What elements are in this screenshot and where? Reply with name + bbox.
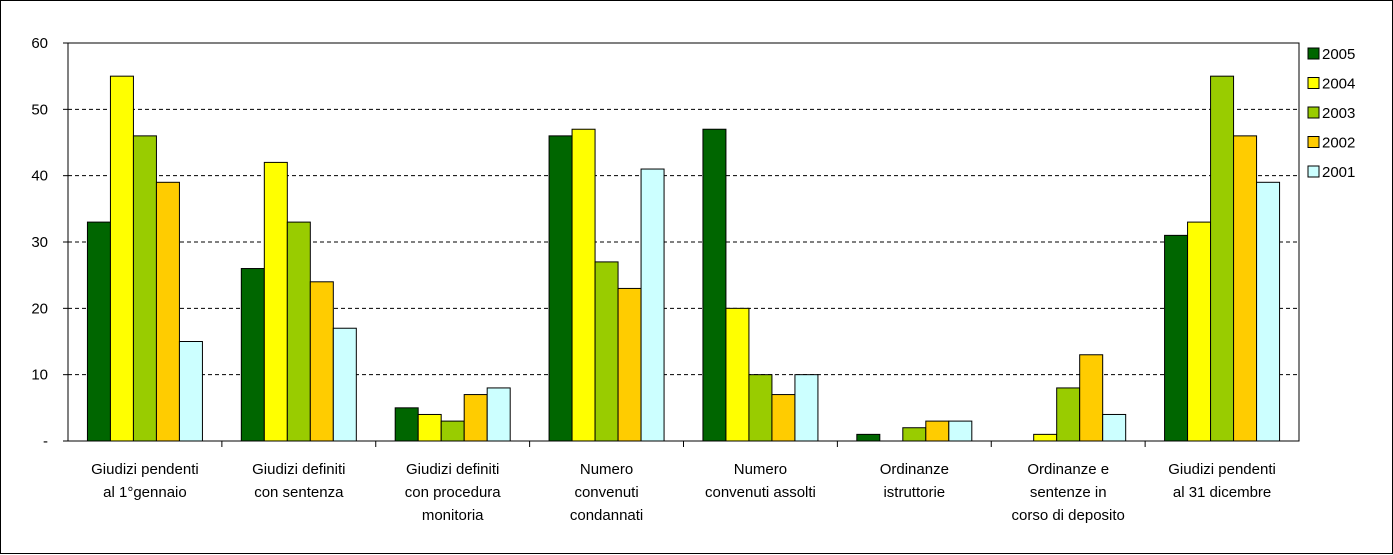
legend-label-2002: 2002	[1322, 135, 1355, 152]
x-category-label: Giudizi pendenti al 1°gennaio	[91, 461, 199, 501]
legend-swatch-2001	[1307, 165, 1320, 178]
legend-label-2001: 2001	[1322, 164, 1355, 181]
x-category-label: Giudizi pendenti al 31 dicembre	[1168, 461, 1276, 501]
y-tick-label: 50	[31, 101, 48, 118]
bar-2004-3	[417, 413, 442, 442]
bar-2003-5	[748, 374, 773, 442]
bar-2003-6	[902, 427, 927, 442]
legend-label-2004: 2004	[1322, 76, 1355, 93]
legend-swatch-2002	[1307, 136, 1320, 148]
legend-label-2003: 2003	[1322, 105, 1355, 122]
bar-2005-8	[1164, 234, 1189, 442]
y-tick-label: 40	[31, 168, 48, 185]
bar-2002-2	[309, 281, 334, 442]
legend-swatch-2004	[1307, 77, 1320, 89]
y-tick-label: 60	[31, 35, 48, 52]
x-category-label: Ordinanze istruttorie	[880, 461, 949, 501]
bar-2005-5	[702, 128, 727, 442]
bar-2001-8	[1256, 181, 1281, 442]
bar-2003-2	[286, 221, 311, 442]
bar-2004-2	[263, 161, 288, 442]
bar-2002-8	[1233, 135, 1258, 442]
bar-2002-5	[771, 394, 796, 442]
bar-2001-3	[486, 387, 511, 442]
bar-2002-4	[617, 287, 642, 442]
y-tick-label: -	[43, 433, 48, 450]
y-tick-label: 30	[31, 234, 48, 251]
bar-2003-1	[132, 135, 157, 442]
bar-2003-3	[440, 420, 465, 442]
bar-2004-7	[1033, 433, 1058, 442]
bar-2002-1	[155, 181, 180, 442]
x-category-label: Giudizi definiti con procedura monitoria	[405, 461, 502, 524]
y-tick-label: 10	[31, 367, 48, 384]
bar-2003-4	[594, 261, 619, 442]
bar-2005-2	[240, 268, 265, 442]
bar-2002-7	[1079, 354, 1104, 442]
bar-2003-8	[1210, 75, 1235, 442]
bar-2005-3	[394, 407, 419, 442]
bar-2004-8	[1187, 221, 1212, 442]
bar-2002-6	[925, 420, 950, 442]
bar-2005-6	[856, 433, 881, 442]
legend-swatch-2005	[1307, 47, 1320, 60]
bar-2005-1	[86, 221, 111, 442]
bar-2001-7	[1102, 413, 1127, 442]
x-category-label: Ordinanze e sentenze in corso di deposito	[1011, 461, 1124, 524]
bar-2004-1	[109, 75, 134, 442]
x-category-label: Numero convenuti assolti	[705, 461, 816, 501]
bar-2004-4	[571, 128, 596, 442]
bar-2005-4	[548, 135, 573, 442]
bar-2003-7	[1056, 387, 1081, 442]
bar-2001-6	[948, 420, 973, 442]
legend-swatch-2003	[1307, 106, 1320, 119]
bar-2002-3	[463, 394, 488, 442]
x-category-label: Numero convenuti condannati	[570, 461, 643, 524]
legend: 2005 2004 2003 2002 2001	[1307, 46, 1355, 181]
legend-label-2005: 2005	[1322, 46, 1355, 63]
bar-2001-5	[794, 374, 819, 442]
bar-2001-2	[332, 327, 357, 442]
bar-2001-1	[178, 341, 203, 442]
bar-2004-5	[725, 307, 750, 442]
y-tick-label: 20	[31, 300, 48, 317]
bar-2001-4	[640, 168, 665, 442]
x-category-label: Giudizi definiti con sentenza	[252, 461, 345, 501]
